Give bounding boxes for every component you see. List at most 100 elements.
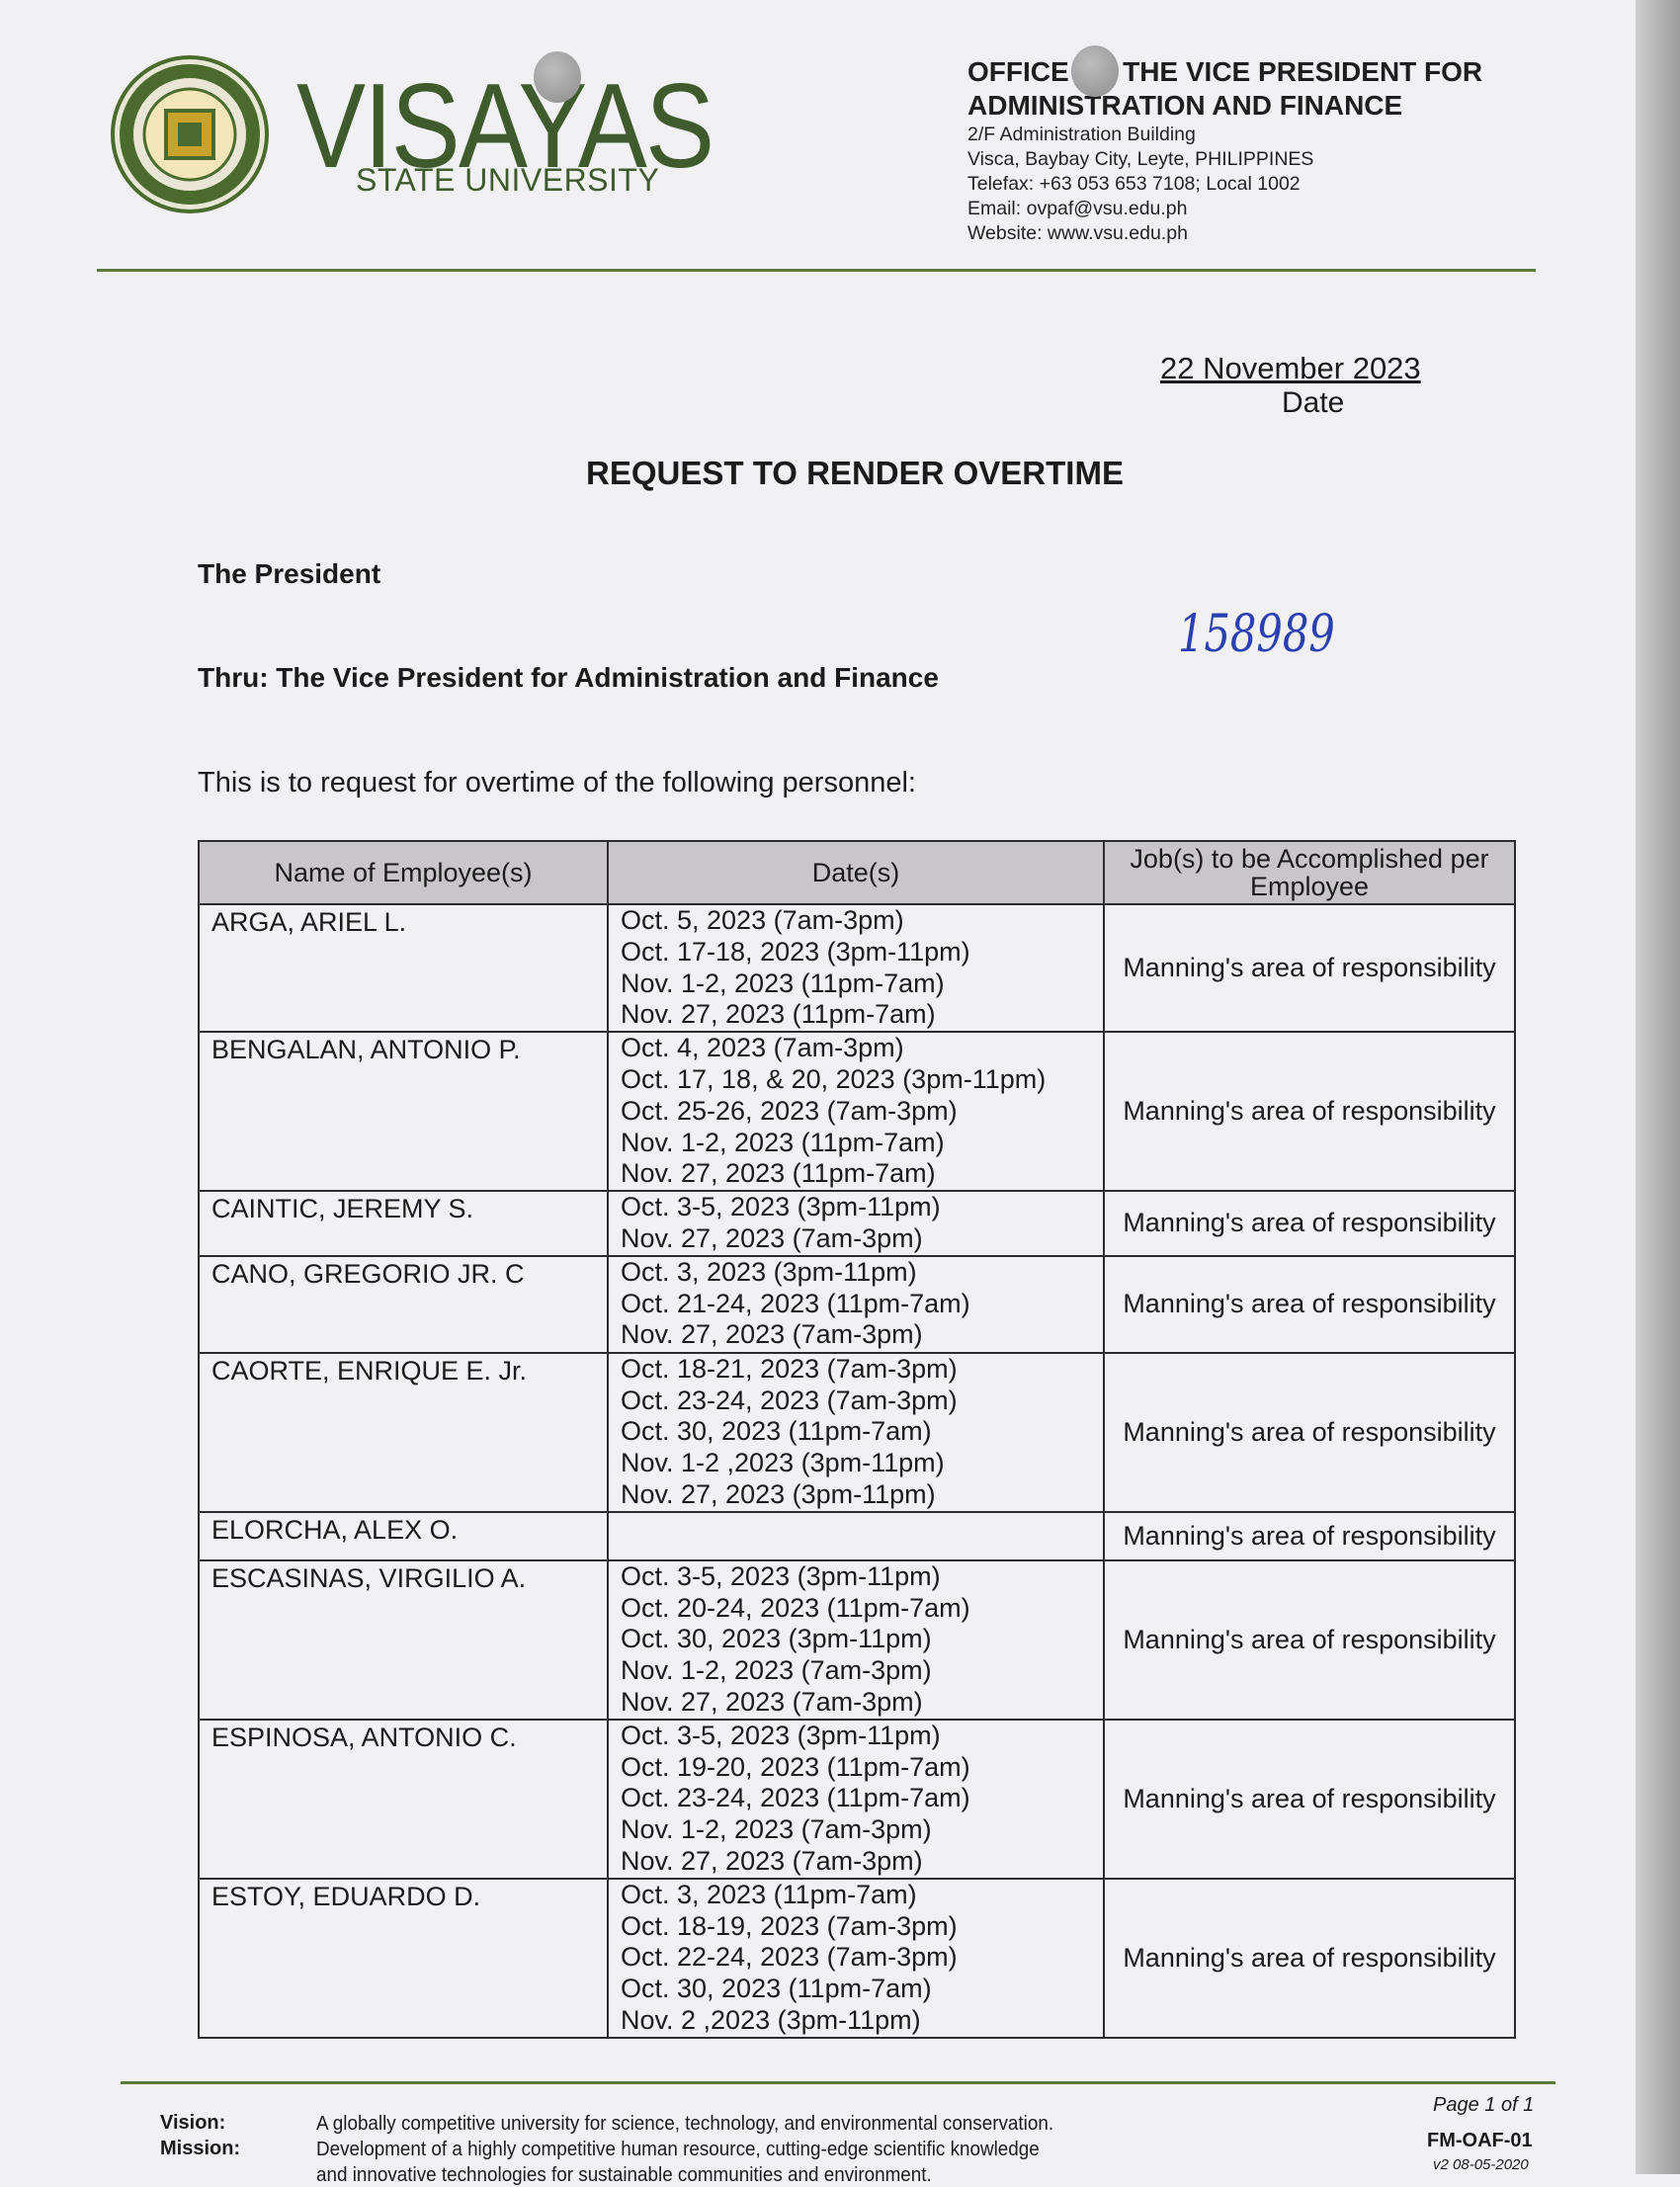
- addressee: The President: [198, 558, 381, 589]
- employee-dates: Oct. 3-5, 2023 (3pm-11pm) Oct. 19-20, 202…: [607, 1718, 1105, 1880]
- job-description: Manning's area of responsibility: [1103, 1031, 1516, 1193]
- table-row: CANO, GREGORIO JR. C Oct. 3, 2023 (3pm-11…: [198, 1254, 1516, 1354]
- date-label: Date: [1282, 386, 1345, 419]
- employee-name: ESCASINAS, VIRGILIO A.: [198, 1558, 609, 1721]
- date-entry: Nov. 1-2, 2023 (7am-3pm): [621, 1814, 932, 1845]
- date-entry: Oct. 21-24, 2023 (11pm-7am): [621, 1288, 970, 1318]
- header-dates: Date(s): [607, 840, 1105, 905]
- header-divider: [97, 269, 1536, 272]
- employee-name: ELORCHA, ALEX O.: [198, 1510, 609, 1561]
- mission-label: Mission:: [160, 2138, 241, 2159]
- employee-dates: Oct. 5, 2023 (7am-3pm) Oct. 17-18, 2023 (…: [607, 902, 1105, 1034]
- date-entry: Oct. 3-5, 2023 (3pm-11pm): [621, 1720, 941, 1750]
- date-entry: Nov. 27, 2023 (7am-3pm): [621, 1319, 923, 1350]
- thru-line: Thru: The Vice President for Administrat…: [198, 662, 939, 693]
- employee-dates: Oct. 3, 2023 (11pm-7am) Oct. 18-19, 2023 …: [607, 1877, 1105, 2039]
- date-entry: Oct. 17, 18, & 20, 2023 (3pm-11pm): [621, 1063, 1047, 1094]
- employee-name: BENGALAN, ANTONIO P.: [198, 1031, 609, 1193]
- date-entry: Nov. 1-2, 2023 (11pm-7am): [621, 1127, 945, 1157]
- date-entry: Oct. 20-24, 2023 (11pm-7am): [621, 1592, 970, 1623]
- employee-name: CAINTIC, JEREMY S.: [198, 1190, 609, 1257]
- university-wordmark: VISAYAS: [296, 58, 714, 193]
- date-entry: Oct. 30, 2023 (11pm-7am): [621, 1416, 932, 1447]
- table-row: ELORCHA, ALEX O. Manning's area of respon…: [198, 1510, 1516, 1561]
- date-entry: Oct. 17-18, 2023 (3pm-11pm): [621, 936, 970, 967]
- date-entry: Nov. 27, 2023 (11pm-7am): [621, 999, 936, 1030]
- date-entry: Oct. 18-19, 2023 (7am-3pm): [621, 1910, 958, 1941]
- date-entry: Oct. 30, 2023 (11pm-7am): [621, 1974, 932, 2004]
- date-entry: Nov. 1-2, 2023 (11pm-7am): [621, 967, 945, 998]
- table-row: CAORTE, ENRIQUE E. Jr. Oct. 18-21, 2023 (…: [198, 1351, 1516, 1513]
- document-date: 22 November 2023: [1160, 351, 1421, 385]
- university-subtitle: STATE UNIVERSITY: [356, 162, 660, 198]
- mission-text-2: and innovative technologies for sustaina…: [316, 2163, 932, 2186]
- job-description: Manning's area of responsibility: [1103, 1351, 1516, 1513]
- job-description: Manning's area of responsibility: [1103, 1558, 1516, 1721]
- table-row: CAINTIC, JEREMY S. Oct. 3-5, 2023 (3pm-11…: [198, 1190, 1516, 1257]
- website: Website: www.vsu.edu.ph: [967, 222, 1188, 244]
- intro-text: This is to request for overtime of the f…: [198, 767, 916, 799]
- date-entry: Oct. 23-24, 2023 (7am-3pm): [621, 1385, 958, 1415]
- date-entry: Oct. 3, 2023 (11pm-7am): [621, 1879, 917, 1909]
- university-seal-logo: [111, 55, 269, 213]
- employee-dates: Oct. 4, 2023 (7am-3pm) Oct. 17, 18, & 20,…: [607, 1031, 1105, 1193]
- page-number: Page 1 of 1: [1433, 2094, 1535, 2116]
- scan-edge: [1636, 0, 1680, 2174]
- date-entry: Nov. 27, 2023 (7am-3pm): [621, 1222, 923, 1253]
- table-header: Name of Employee(s) Date(s) Job(s) to be…: [198, 840, 1516, 905]
- office-name: OFFICE OF THE VICE PRESIDENT FOR ADMINIS…: [967, 55, 1482, 123]
- employee-dates: Oct. 3, 2023 (3pm-11pm) Oct. 21-24, 2023 …: [607, 1254, 1105, 1354]
- job-description: Manning's area of responsibility: [1103, 1254, 1516, 1354]
- date-entry: Oct. 4, 2023 (7am-3pm): [621, 1033, 904, 1063]
- employee-name: ESPINOSA, ANTONIO C.: [198, 1718, 609, 1880]
- table-row: ESCASINAS, VIRGILIO A. Oct. 3-5, 2023 (3p…: [198, 1558, 1516, 1721]
- employee-dates: Oct. 18-21, 2023 (7am-3pm) Oct. 23-24, 20…: [607, 1351, 1105, 1513]
- vision-label: Vision:: [160, 2112, 226, 2134]
- table-row: BENGALAN, ANTONIO P. Oct. 4, 2023 (7am-3p…: [198, 1031, 1516, 1193]
- date-entry: Nov. 1-2, 2023 (7am-3pm): [621, 1655, 932, 1686]
- date-entry: Oct. 25-26, 2023 (7am-3pm): [621, 1095, 958, 1126]
- date-entry: Nov. 2 ,2023 (3pm-11pm): [621, 2004, 921, 2035]
- employee-dates: Oct. 3-5, 2023 (3pm-11pm) Nov. 27, 2023 (…: [607, 1190, 1105, 1257]
- employee-name: ARGA, ARIEL L.: [198, 902, 609, 1034]
- employee-dates: Oct. 3-5, 2023 (3pm-11pm) Oct. 20-24, 202…: [607, 1558, 1105, 1721]
- page-title: REQUEST TO RENDER OVERTIME: [586, 455, 1124, 491]
- job-description: Manning's area of responsibility: [1103, 1190, 1516, 1257]
- table-row: ESPINOSA, ANTONIO C. Oct. 3-5, 2023 (3pm-…: [198, 1718, 1516, 1880]
- table-row: ESTOY, EDUARDO D. Oct. 3, 2023 (11pm-7am)…: [198, 1877, 1516, 2039]
- overtime-table: Name of Employee(s) Date(s) Job(s) to be…: [198, 840, 1516, 2039]
- email: Email: ovpaf@vsu.edu.ph: [967, 198, 1188, 219]
- table-row: ARGA, ARIEL L. Oct. 5, 2023 (7am-3pm) Oct.…: [198, 902, 1516, 1034]
- office-address: 2/F Administration Building Visca, Bayba…: [967, 123, 1313, 246]
- form-code: FM-OAF-01: [1427, 2130, 1533, 2151]
- date-entry: Nov. 27, 2023 (11pm-7am): [621, 1158, 936, 1189]
- date-entry: Oct. 18-21, 2023 (7am-3pm): [621, 1353, 958, 1384]
- address-line: Visca, Baybay City, Leyte, PHILIPPINES: [967, 148, 1314, 170]
- address-line: 2/F Administration Building: [967, 124, 1196, 145]
- mission-text: Development of a highly competitive huma…: [316, 2138, 1040, 2160]
- employee-name: CAORTE, ENRIQUE E. Jr.: [198, 1351, 609, 1513]
- date-entry: Oct. 30, 2023 (3pm-11pm): [621, 1624, 932, 1654]
- date-entry: Oct. 22-24, 2023 (7am-3pm): [621, 1942, 958, 1973]
- employee-dates: [607, 1510, 1105, 1561]
- employee-name: CANO, GREGORIO JR. C: [198, 1254, 609, 1354]
- header-jobs: Job(s) to be Accomplished per Employee: [1103, 840, 1516, 905]
- office-line-1: OFFICE OF THE VICE PRESIDENT FOR: [967, 56, 1483, 87]
- job-description: Manning's area of responsibility: [1103, 902, 1516, 1034]
- header-name: Name of Employee(s): [198, 840, 609, 905]
- date-entry: Oct. 5, 2023 (7am-3pm): [621, 905, 904, 935]
- date-entry: Nov. 27, 2023 (7am-3pm): [621, 1845, 923, 1876]
- job-description: Manning's area of responsibility: [1103, 1510, 1516, 1561]
- handwritten-number: 158989: [1178, 605, 1335, 664]
- punch-hole: [534, 51, 581, 103]
- telefax: Telefax: +63 053 653 7108; Local 1002: [967, 173, 1301, 195]
- punch-hole: [1071, 45, 1119, 97]
- date-entry: Nov. 1-2 ,2023 (3pm-11pm): [621, 1448, 945, 1478]
- date-entry: Nov. 27, 2023 (7am-3pm): [621, 1686, 923, 1717]
- date-entry: Oct. 3-5, 2023 (3pm-11pm): [621, 1192, 941, 1222]
- form-version: v2 08-05-2020: [1433, 2156, 1529, 2173]
- date-entry: Oct. 23-24, 2023 (11pm-7am): [621, 1783, 970, 1813]
- vision-text: A globally competitive university for sc…: [316, 2112, 1054, 2135]
- date-entry: Oct. 19-20, 2023 (11pm-7am): [621, 1751, 970, 1782]
- footer-divider: [121, 2081, 1555, 2084]
